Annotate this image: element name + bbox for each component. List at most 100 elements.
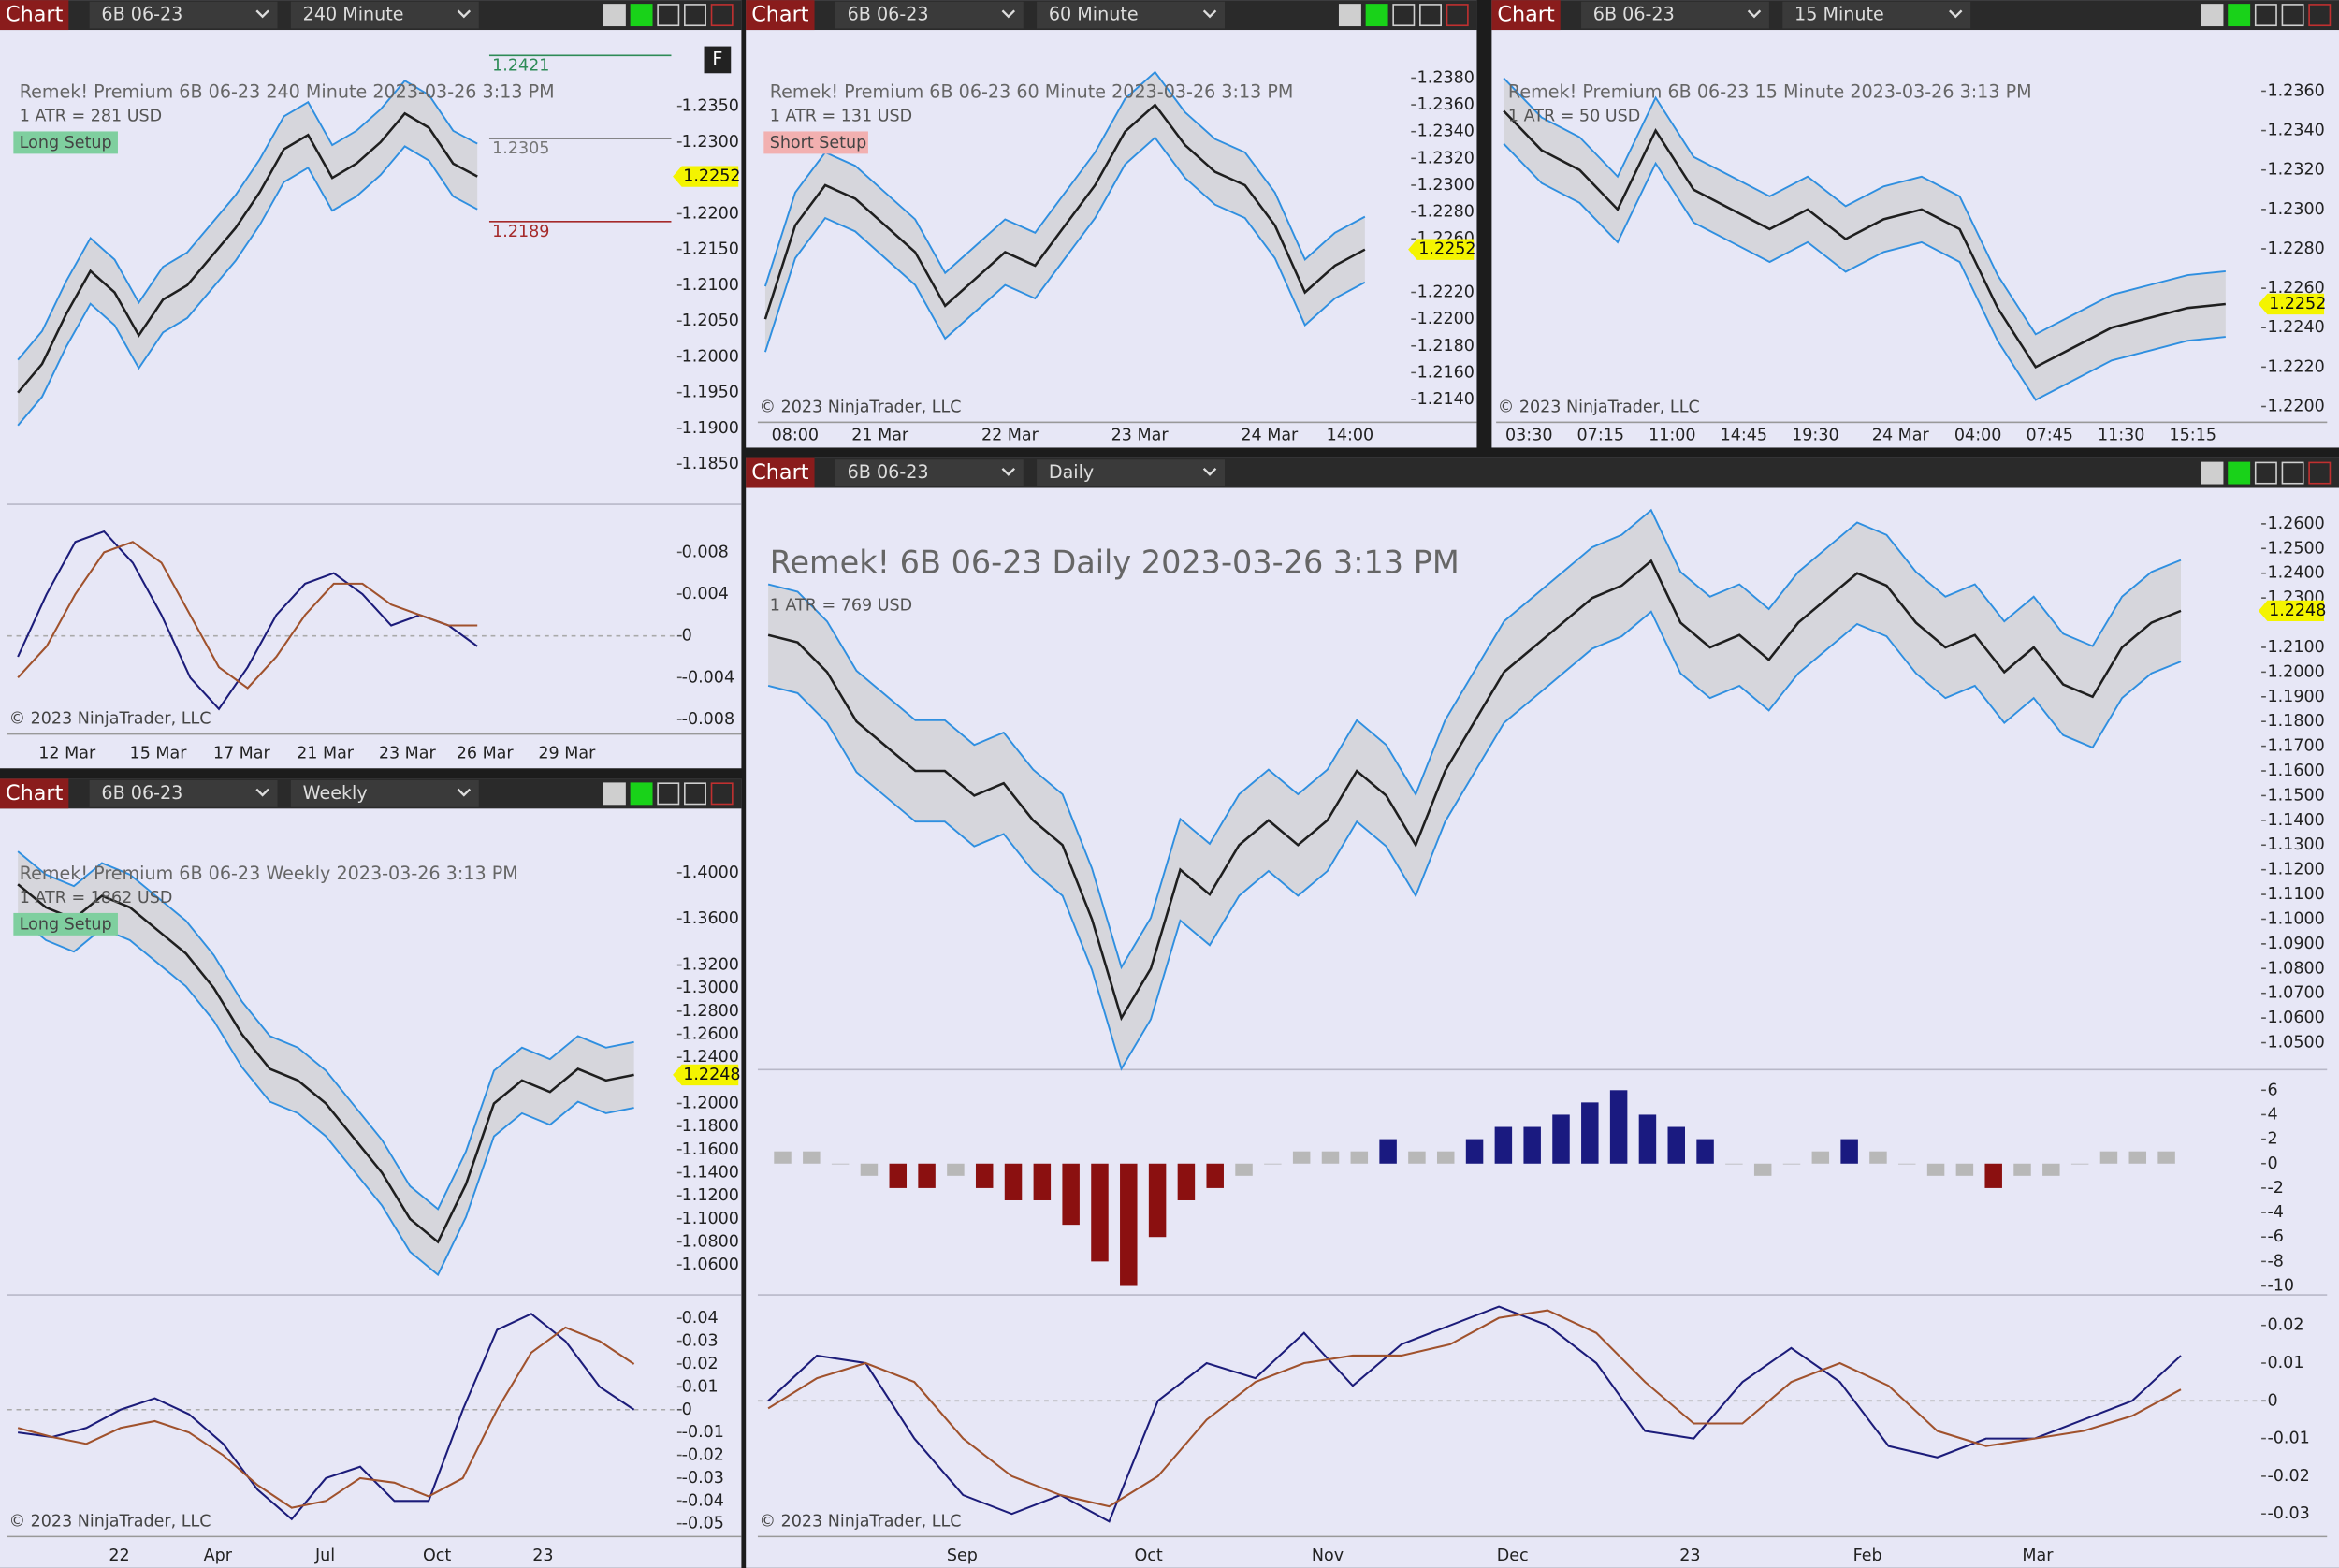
chart-tab-label[interactable]: Chart (751, 460, 809, 485)
oscillator-line (767, 1309, 2182, 1508)
window-button[interactable] (2308, 4, 2332, 27)
y-tick-label: 1.0600 (2267, 1009, 2324, 1027)
band-lower (764, 136, 1366, 353)
band-upper (764, 70, 1366, 287)
x-tick-label: Sep (947, 1546, 978, 1565)
window-button[interactable] (1338, 4, 1361, 27)
timeframe-label[interactable]: 15 Minute (1794, 4, 1884, 25)
window-button[interactable] (603, 4, 626, 27)
window-button[interactable] (2308, 461, 2332, 485)
band-lower (17, 916, 634, 1277)
x-tick-label: 07:45 (2026, 427, 2072, 445)
timeframe-dropdown[interactable] (1037, 1, 1225, 29)
window-button[interactable] (630, 782, 653, 806)
window-button[interactable] (2228, 461, 2251, 485)
y-tick-label: -0.02 (682, 1446, 724, 1465)
y-tick-label: 1.1700 (2267, 737, 2324, 756)
last-price-label: 1.2248 (683, 1066, 740, 1084)
histogram-bar (1062, 1163, 1080, 1226)
window-button[interactable] (2281, 4, 2304, 27)
window-button[interactable] (2228, 4, 2251, 27)
instrument-dropdown[interactable] (89, 780, 278, 807)
window-button[interactable] (1392, 4, 1416, 27)
y-tick-label: 1.1500 (2267, 786, 2324, 805)
window-button[interactable] (2254, 4, 2277, 27)
timeframe-label[interactable]: Daily (1049, 461, 1094, 483)
last-price-marker (2258, 600, 2325, 622)
window-button[interactable] (1446, 4, 1469, 27)
window-button[interactable] (2201, 4, 2224, 27)
timeframe-dropdown[interactable] (290, 1, 479, 29)
y-tick-label: 1.1950 (682, 384, 739, 402)
histogram-bar (1667, 1126, 1685, 1164)
chart-tab (1491, 0, 1561, 31)
window-button[interactable] (1365, 4, 1388, 27)
last-price-marker (1408, 239, 1475, 260)
instrument-dropdown[interactable] (89, 1, 278, 29)
y-tick-label: 1.2200 (1417, 310, 1475, 328)
timeframe-dropdown[interactable] (1782, 1, 1971, 29)
y-tick-label: 0 (2267, 1391, 2277, 1410)
window-button[interactable] (710, 4, 734, 27)
chart-tab-label[interactable]: Chart (751, 3, 809, 27)
instrument-dropdown[interactable] (1581, 1, 1769, 29)
chart-tab-label[interactable]: Chart (1497, 3, 1555, 27)
timeframe-label[interactable]: 60 Minute (1049, 4, 1139, 25)
instrument-dropdown[interactable] (835, 1, 1024, 29)
x-tick-label: 23 (532, 1546, 553, 1565)
instrument-label[interactable]: 6B 06-23 (101, 4, 182, 25)
instrument-dropdown[interactable] (835, 459, 1024, 486)
window-button[interactable] (630, 4, 653, 27)
histogram-bar (1609, 1090, 1628, 1164)
band-upper (767, 508, 2182, 970)
x-tick-label: 12 Mar (38, 744, 96, 762)
x-tick-label: 24 Mar (1872, 427, 1930, 445)
volatility-band (18, 851, 634, 1275)
y-tick-label: 2 (2267, 1130, 2277, 1149)
window-button[interactable] (2254, 461, 2277, 485)
y-tick-label: 1.2200 (2267, 398, 2324, 416)
window-button[interactable] (684, 782, 706, 806)
histogram-bar (1379, 1139, 1397, 1164)
timeframe-dropdown[interactable] (290, 780, 479, 807)
f-button-label[interactable]: F (712, 48, 722, 69)
instrument-label[interactable]: 6B 06-23 (101, 782, 182, 804)
window-button[interactable] (684, 4, 706, 27)
y-tick-label: 1.0500 (2267, 1034, 2324, 1053)
y-tick-label: 1.2800 (682, 1002, 739, 1021)
instrument-label[interactable]: 6B 06-23 (848, 461, 929, 483)
f-button[interactable] (704, 46, 732, 74)
band-upper (1503, 77, 2226, 336)
y-tick-label: 1.2220 (1417, 283, 1475, 301)
y-tick-label: 1.2220 (2267, 357, 2324, 376)
level-label: 1.2421 (492, 56, 549, 75)
chart-header: Remek! 6B 06-23 Daily 2023-03-26 3:13 PM (770, 544, 1460, 580)
histogram-bar (1350, 1151, 1369, 1164)
y-tick-label: 1.1900 (2267, 688, 2324, 706)
timeframe-dropdown[interactable] (1037, 459, 1225, 486)
y-tick-label: 1.2000 (682, 347, 739, 366)
band-lower (1503, 142, 2226, 401)
histogram-bar (1984, 1163, 2002, 1188)
window-button[interactable] (657, 782, 680, 806)
chart-tab-label[interactable]: Chart (6, 3, 64, 27)
chart-tab-label[interactable]: Chart (6, 781, 64, 806)
histogram-bar (1292, 1151, 1311, 1164)
setup-label: Short Setup (770, 134, 867, 152)
y-tick-label: -0.004 (682, 668, 734, 687)
window-button[interactable] (2281, 461, 2304, 485)
window-button[interactable] (2201, 461, 2224, 485)
timeframe-label[interactable]: Weekly (303, 782, 368, 804)
x-tick-label: Dec (1497, 1546, 1529, 1565)
y-tick-label: 1.2500 (2267, 539, 2324, 558)
y-tick-label: 1.2160 (1417, 363, 1475, 382)
window-button[interactable] (710, 782, 734, 806)
window-button[interactable] (603, 782, 626, 806)
dropdown-chevron (457, 9, 472, 19)
timeframe-label[interactable]: 240 Minute (303, 4, 404, 25)
instrument-label[interactable]: 6B 06-23 (1593, 4, 1675, 25)
window-button[interactable] (1419, 4, 1442, 27)
instrument-label[interactable]: 6B 06-23 (848, 4, 929, 25)
window-button[interactable] (657, 4, 680, 27)
